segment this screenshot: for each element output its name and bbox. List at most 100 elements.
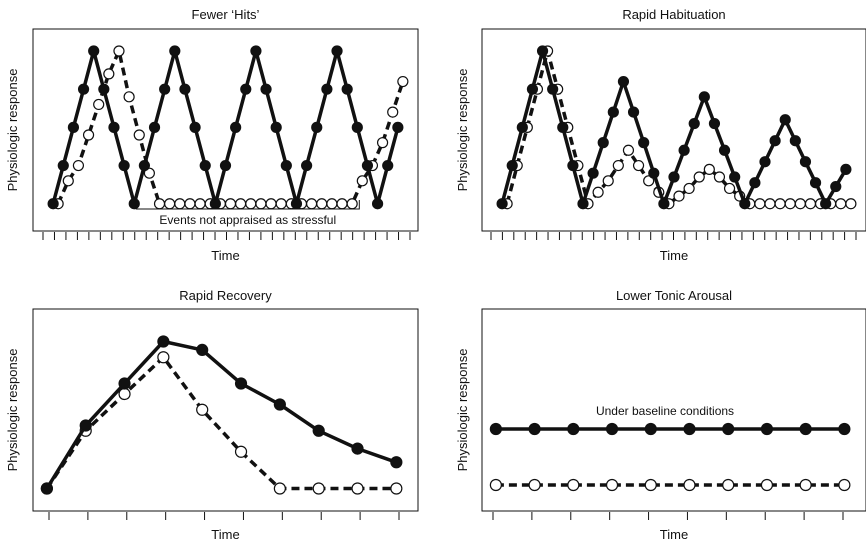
data-point	[644, 478, 657, 492]
data-point	[118, 159, 130, 172]
data-point	[234, 445, 248, 458]
data-point	[336, 198, 348, 210]
data-point	[199, 159, 211, 172]
annotation-text: Under baseline conditions	[596, 404, 734, 418]
x-axis-label: Time	[660, 527, 688, 542]
annotation-bracket	[135, 200, 360, 210]
data-point	[326, 198, 338, 210]
data-point	[387, 106, 399, 118]
data-point	[673, 190, 685, 202]
data-point	[820, 198, 832, 210]
chart-title: Rapid Habituation	[622, 7, 725, 22]
data-point	[82, 129, 95, 141]
data-point	[169, 45, 181, 57]
data-point	[536, 45, 549, 57]
data-point	[557, 121, 569, 133]
data-point	[648, 167, 660, 179]
data-point	[306, 198, 318, 210]
data-point	[749, 177, 761, 189]
data-point	[840, 163, 852, 175]
data-point	[224, 198, 237, 210]
data-point	[280, 159, 292, 172]
data-point	[804, 198, 817, 210]
data-point	[128, 198, 140, 210]
data-point	[382, 159, 394, 172]
data-point	[698, 91, 710, 103]
data-point	[138, 159, 150, 172]
data-point	[567, 422, 580, 436]
data-point	[644, 422, 657, 436]
data-point	[57, 159, 69, 172]
data-point	[62, 175, 74, 187]
chart-panel-4: Lower Tonic Arousal Physiologic response T…	[455, 288, 866, 542]
y-axis-label: Physiologic response	[455, 69, 470, 192]
data-point	[390, 482, 403, 495]
x-axis-label: Time	[211, 527, 239, 542]
data-point	[799, 478, 812, 492]
plot-frame	[481, 308, 866, 512]
data-point	[351, 442, 364, 455]
data-point	[764, 198, 776, 210]
data-point	[209, 198, 221, 210]
data-point	[688, 117, 700, 130]
data-point	[93, 98, 105, 111]
data-point	[617, 75, 630, 88]
data-point	[722, 478, 735, 492]
data-point	[371, 198, 384, 210]
data-point	[489, 478, 502, 492]
x-axis-label: Time	[660, 248, 688, 263]
data-point	[794, 198, 806, 210]
data-point	[260, 83, 272, 95]
data-point	[157, 351, 170, 364]
data-point	[240, 83, 252, 95]
data-point	[265, 198, 277, 210]
data-point	[351, 121, 363, 133]
chart-title: Lower Tonic Arousal	[616, 288, 732, 303]
data-point	[346, 198, 358, 210]
data-point	[301, 159, 313, 172]
data-point	[592, 186, 604, 198]
data-point	[769, 135, 781, 147]
data-point	[194, 198, 206, 210]
data-point	[235, 198, 247, 210]
data-point	[528, 478, 541, 492]
data-point	[273, 398, 286, 411]
data-point	[526, 83, 539, 95]
data-point	[622, 144, 635, 156]
data-point	[234, 377, 248, 390]
data-point	[838, 478, 851, 492]
data-point	[799, 156, 812, 168]
data-point	[164, 198, 176, 210]
data-point	[643, 175, 655, 187]
chart-panel-1: Fewer ‘Hits’ Physiologic response Time Even…	[5, 7, 419, 263]
data-point	[658, 198, 670, 210]
data-point	[760, 478, 774, 492]
data-point	[605, 478, 619, 492]
data-point	[331, 45, 343, 57]
data-point	[40, 482, 53, 495]
data-point	[189, 121, 201, 133]
data-point	[799, 422, 812, 436]
chart-panel-3: Rapid Recovery Physiologic response Time	[5, 288, 419, 542]
data-point	[528, 422, 541, 436]
plot-frame	[32, 28, 419, 232]
data-point	[708, 117, 721, 130]
data-point	[88, 45, 100, 57]
data-point	[789, 135, 801, 147]
data-point	[632, 159, 645, 172]
data-point	[397, 75, 409, 88]
data-point	[174, 198, 186, 210]
data-point	[196, 343, 209, 356]
data-point	[67, 121, 80, 133]
data-point	[356, 175, 368, 187]
y-axis-label: Physiologic response	[5, 349, 20, 472]
data-point	[683, 422, 696, 436]
data-point	[627, 106, 640, 118]
data-point	[722, 422, 735, 436]
chart-title: Rapid Recovery	[179, 288, 272, 303]
data-point	[729, 171, 741, 183]
data-point	[713, 171, 726, 183]
data-point	[577, 198, 589, 210]
data-point	[47, 198, 59, 210]
data-point	[118, 377, 131, 390]
